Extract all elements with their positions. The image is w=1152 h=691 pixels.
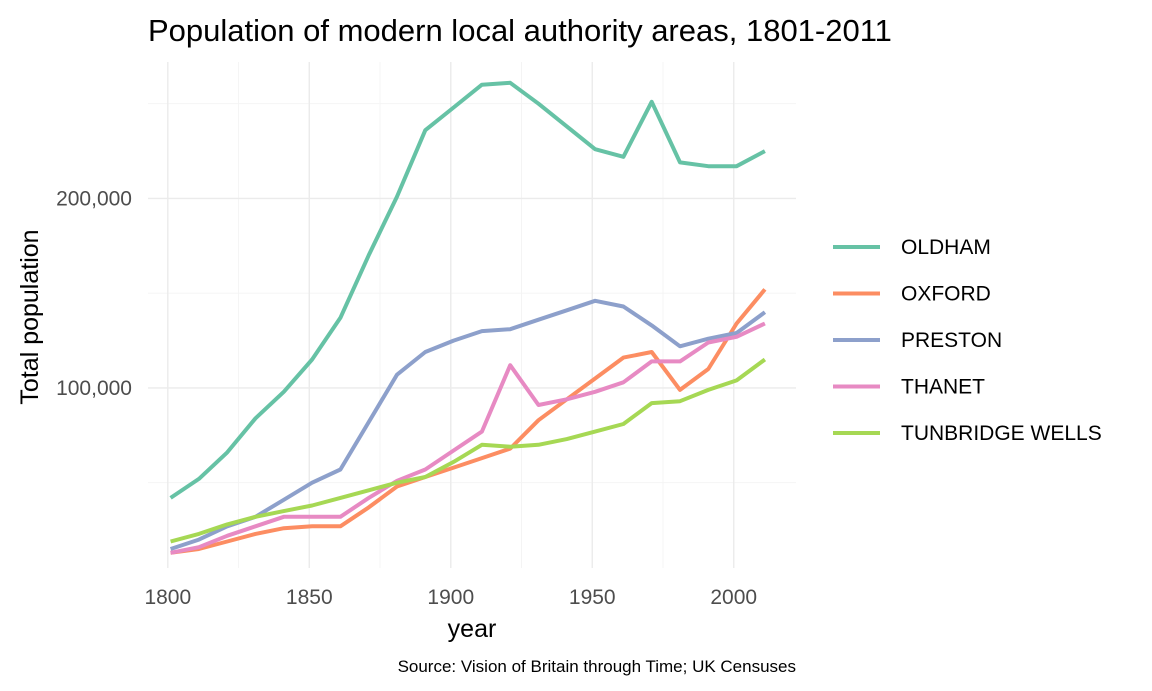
legend-label: THANET (901, 376, 985, 399)
x-tick-label: 1850 (286, 586, 333, 609)
chart-caption: Source: Vision of Britain through Time; … (398, 657, 796, 676)
series-line-tunbridge-wells (170, 357, 767, 544)
x-axis-title: year (448, 615, 497, 643)
series-lines (169, 80, 767, 555)
x-tick-label: 1950 (569, 586, 616, 609)
series-line-oldham (169, 80, 766, 500)
legend-label: PRESTON (901, 329, 1002, 352)
series-line-thanet (170, 321, 766, 555)
y-axis-title: Total population (16, 229, 44, 404)
series-line-preston (169, 298, 767, 551)
x-tick-label: 2000 (710, 586, 757, 609)
y-tick-label: 200,000 (56, 187, 132, 210)
y-tick-label: 100,000 (56, 377, 132, 400)
gridlines (148, 62, 796, 568)
legend-label: TUNBRIDGE WELLS (901, 422, 1102, 445)
legend-label: OLDHAM (901, 236, 991, 259)
legend-label: OXFORD (901, 283, 991, 306)
x-tick-label: 1800 (144, 586, 191, 609)
series-line-oxford (170, 288, 767, 555)
legend: OLDHAM OXFORD PRESTON THANET TUNBRIDGE WELLS (833, 236, 1102, 445)
axis-tick-labels: 1800 1850 1900 1950 2000 100,000 200,000 (56, 187, 757, 609)
x-tick-label: 1900 (427, 586, 474, 609)
chart-title: Population of modern local authority are… (148, 13, 892, 48)
